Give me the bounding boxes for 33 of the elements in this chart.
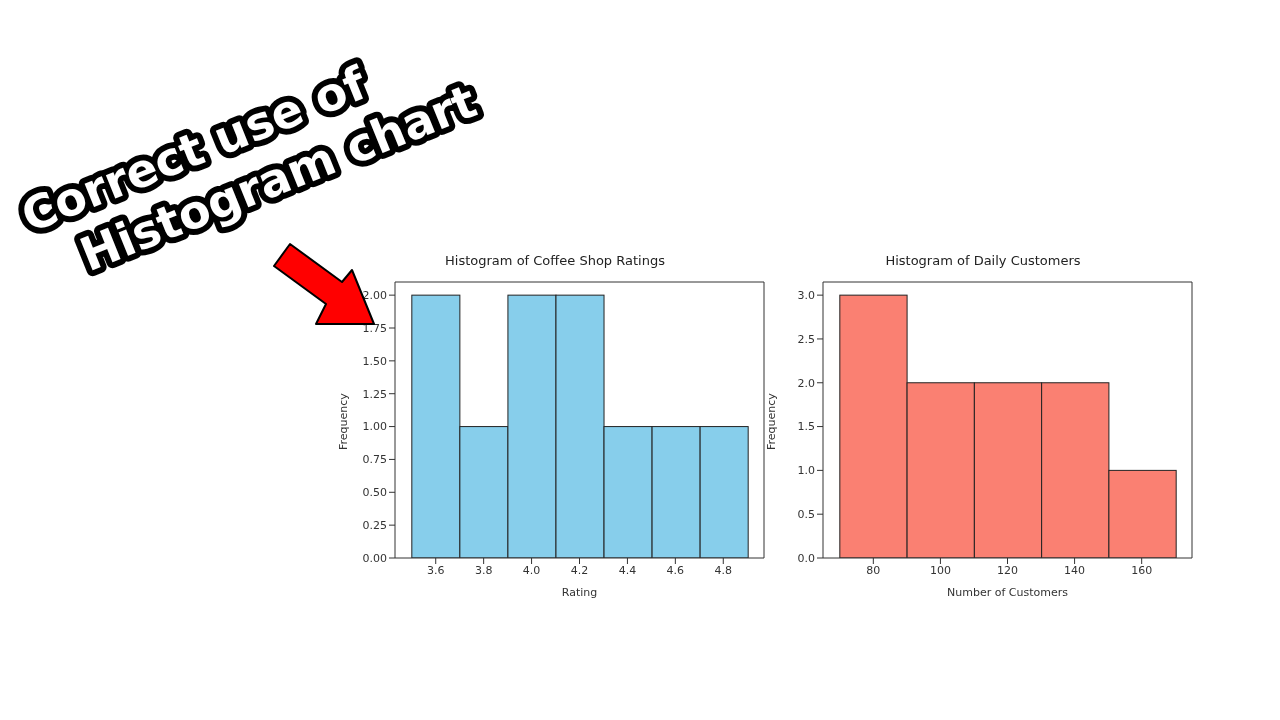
x-tick-label: 4.2 — [570, 563, 589, 577]
y-tick-label: 2.0 — [797, 376, 815, 390]
y-tick-label: 2.5 — [797, 332, 815, 346]
x-tick-label: 120 — [997, 563, 1018, 577]
y-tick-label: 0.25 — [362, 519, 387, 533]
x-axis-title: Rating — [561, 586, 598, 599]
y-tick-label: 3.0 — [797, 289, 815, 303]
x-tick-label: 160 — [1131, 563, 1153, 577]
chart-title: Histogram of Daily Customers — [884, 253, 1082, 270]
x-tick-label: 3.6 — [426, 563, 445, 577]
y-tick-label: 1.50 — [362, 354, 387, 368]
y-tick-label: 0.00 — [362, 551, 387, 565]
x-tick-label: 4.6 — [666, 563, 685, 577]
y-tick-label: 0.0 — [797, 551, 815, 565]
y-tick-label: 0.75 — [362, 453, 387, 467]
x-tick-label: 4.4 — [618, 563, 637, 577]
x-tick-label: 3.8 — [474, 563, 493, 577]
y-tick-label: 1.25 — [362, 387, 387, 401]
chart-title: Histogram of Coffee Shop Ratings — [444, 253, 666, 270]
x-tick-label: 80 — [866, 563, 881, 577]
y-tick-label: 2.00 — [362, 289, 387, 303]
x-tick-label: 4.8 — [714, 563, 733, 577]
y-tick-label: 1.00 — [362, 420, 387, 434]
y-tick-label: 0.50 — [362, 486, 387, 500]
y-tick-label: 1.0 — [797, 464, 815, 478]
y-axis-title: Frequency — [764, 392, 778, 450]
x-tick-label: 4.0 — [522, 563, 541, 577]
x-tick-label: 100 — [929, 563, 951, 577]
x-axis-title: Number of Customers — [947, 586, 1069, 599]
y-axis-title: Frequency — [336, 392, 350, 450]
y-tick-label: 1.5 — [797, 420, 815, 434]
x-tick-label: 140 — [1064, 563, 1086, 577]
y-tick-label: 0.5 — [797, 508, 815, 522]
